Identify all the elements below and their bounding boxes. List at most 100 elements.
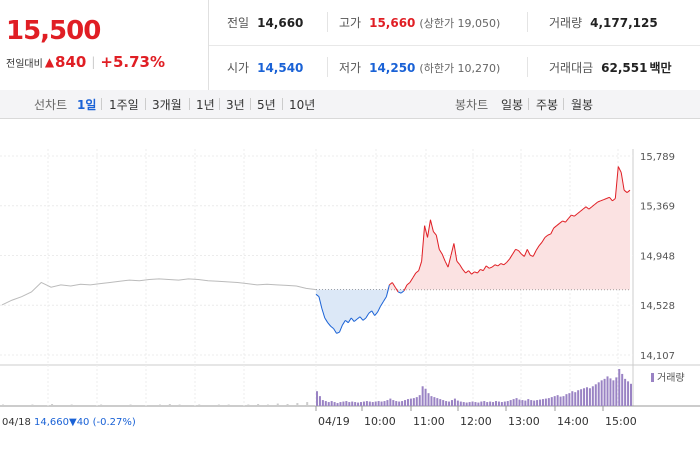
- price-line-segment: [565, 218, 569, 223]
- x-tick-label: 15:00: [605, 415, 637, 428]
- divider: [528, 98, 529, 110]
- price-line-segment: [321, 308, 326, 319]
- volume-bar: [585, 387, 588, 406]
- volume-bar: [568, 393, 571, 406]
- period-1d[interactable]: 1일: [77, 98, 97, 112]
- volume-bar: [389, 398, 392, 406]
- candle-weekly[interactable]: 주봉: [536, 98, 559, 112]
- volume-bar: [90, 405, 93, 406]
- chart-toolbar: 선차트 1일 1주일 3개월 1년 3년 5년 10년 봉차트 일봉 주봉 월봉: [0, 90, 700, 119]
- price-line-segment: [368, 310, 373, 314]
- price-line-segment: [330, 325, 334, 330]
- price-line-segment: [482, 265, 487, 271]
- volume-bar: [318, 396, 321, 406]
- x-tick-label: 13:00: [508, 415, 540, 428]
- price-line-segment: [571, 214, 575, 217]
- volume-bar: [471, 401, 474, 406]
- volume-bar: [70, 404, 73, 406]
- price-line-segment: [576, 211, 581, 215]
- price-line-segment: [509, 253, 514, 260]
- volume-bar: [445, 401, 448, 406]
- volume-bar: [459, 401, 462, 406]
- volume-bar: [324, 401, 327, 406]
- price-line-segment: [441, 253, 446, 262]
- prev-close-label: 전일: [227, 16, 250, 30]
- volume-bar: [606, 376, 609, 406]
- volume-bar: [398, 401, 401, 406]
- price-line-segment: [409, 277, 414, 283]
- volume-bar: [439, 399, 442, 406]
- high-label: 고가: [339, 16, 362, 30]
- volume-bar: [168, 404, 171, 406]
- price-line-segment: [603, 198, 607, 201]
- volume-bar: [178, 404, 181, 406]
- price-line-segment: [515, 248, 519, 251]
- period-3m[interactable]: 3개월: [152, 98, 182, 112]
- volume-bar: [442, 400, 445, 406]
- prev-day-date: 04/18: [2, 417, 31, 428]
- divider: [189, 98, 190, 110]
- price-line-segment: [591, 204, 596, 208]
- price-line-segment: [394, 286, 399, 293]
- prev-day-close: 14,660: [34, 417, 69, 428]
- volume-bar: [497, 401, 500, 406]
- period-10y[interactable]: 10년: [289, 98, 316, 112]
- volume-bar: [612, 380, 615, 406]
- trade-value-unit: 백만: [649, 61, 672, 75]
- volume-bar: [357, 402, 360, 406]
- volume-bar: [208, 405, 211, 406]
- divider: |: [91, 55, 96, 69]
- trade-value-cell: 거래대금 62,551 백만: [549, 45, 672, 90]
- price-line-segment: [397, 291, 402, 294]
- volume-bar: [588, 388, 591, 406]
- y-tick-label: 14,107: [640, 351, 675, 362]
- volume-bar: [406, 399, 409, 406]
- price-line-segment: [418, 261, 423, 271]
- volume-bar: [577, 390, 580, 406]
- volume-bar: [327, 402, 330, 406]
- trade-value: 62,551: [601, 60, 648, 75]
- volume-bar: [395, 401, 398, 406]
- candle-monthly[interactable]: 월봉: [571, 98, 594, 112]
- price-line-segment: [362, 317, 367, 321]
- price-line-segment: [427, 219, 431, 238]
- price-line-segment: [541, 237, 546, 243]
- price-line-segment: [403, 284, 408, 291]
- volume-bar: [627, 381, 630, 406]
- change-percent: +5.73%: [100, 53, 166, 71]
- change-label: 전일대비: [6, 58, 43, 70]
- volume-bar: [109, 405, 112, 406]
- candle-daily[interactable]: 일봉: [501, 98, 524, 112]
- price-line-segment: [432, 231, 437, 236]
- volume-bar: [424, 388, 427, 406]
- volume-bar: [149, 405, 152, 406]
- volume-bar: [383, 401, 386, 406]
- volume-bar: [227, 404, 230, 406]
- period-3y[interactable]: 3년: [226, 98, 245, 112]
- volume-value: 4,177,125: [590, 15, 658, 30]
- price-line-segment: [438, 249, 443, 255]
- volume-bar: [354, 402, 357, 406]
- price-line-segment: [477, 269, 481, 274]
- volume-bar: [257, 404, 260, 406]
- volume-bar: [377, 401, 380, 406]
- volume-bar: [609, 378, 612, 406]
- change-row: 전일대비 ▲ 840 | +5.73%: [6, 53, 165, 71]
- divider: [527, 12, 528, 32]
- volume-bar: [492, 402, 495, 406]
- volume-bar: [621, 373, 624, 406]
- price-line-segment: [324, 317, 329, 323]
- change-value: 840: [55, 53, 87, 71]
- period-1w[interactable]: 1주일: [109, 98, 139, 112]
- volume-bar: [198, 404, 201, 406]
- price-line-segment: [600, 199, 604, 202]
- price-line-segment: [350, 317, 355, 322]
- volume-bar: [345, 401, 348, 406]
- period-1y[interactable]: 1년: [196, 98, 215, 112]
- volume-bar: [530, 400, 533, 406]
- price-line-segment: [494, 264, 499, 267]
- y-tick-label: 14,948: [640, 252, 675, 263]
- period-5y[interactable]: 5년: [257, 98, 276, 112]
- volume-bar: [351, 401, 354, 406]
- volume-legend-swatch: [651, 373, 654, 382]
